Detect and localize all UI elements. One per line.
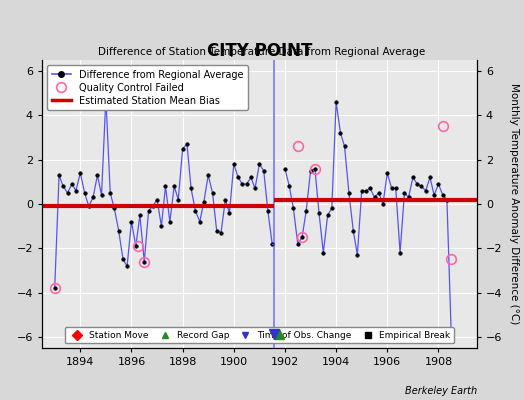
Text: Berkeley Earth: Berkeley Earth (405, 386, 477, 396)
Title: CITY POINT: CITY POINT (206, 42, 312, 60)
Text: Difference of Station Temperature Data from Regional Average: Difference of Station Temperature Data f… (99, 47, 425, 57)
Legend: Station Move, Record Gap, Time of Obs. Change, Empirical Break: Station Move, Record Gap, Time of Obs. C… (64, 327, 454, 344)
Y-axis label: Monthly Temperature Anomaly Difference (°C): Monthly Temperature Anomaly Difference (… (509, 83, 519, 325)
